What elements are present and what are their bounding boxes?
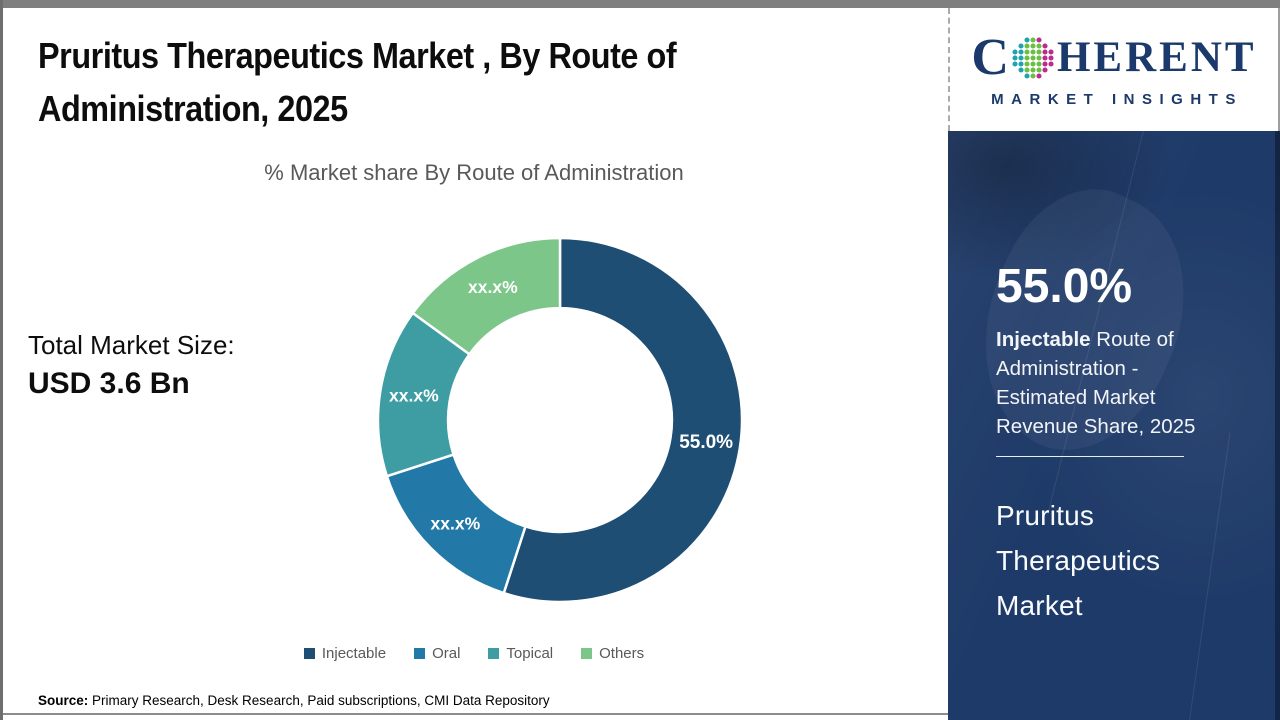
legend-swatch-injectable xyxy=(303,648,315,659)
globe-dot xyxy=(1036,48,1042,55)
highlight-panel: 55.0% Injectable Route of Administration… xyxy=(948,131,1280,720)
total-market-size: Total Market Size: USD 3.6 Bn xyxy=(28,326,235,404)
globe-dot xyxy=(1042,54,1048,61)
globe-dot xyxy=(1018,60,1024,67)
source-label: Source: xyxy=(38,693,89,708)
donut-slice-others xyxy=(411,236,562,356)
globe-dot xyxy=(1036,36,1042,43)
legend-item-topical: Topical xyxy=(488,645,553,662)
globe-dot xyxy=(1036,72,1042,79)
globe-dot xyxy=(1036,54,1042,61)
globe-dot xyxy=(1018,66,1024,73)
chart-subtitle: % Market share By Route of Administratio… xyxy=(264,160,684,185)
page-title: Pruritus Therapeutics Market , By Route … xyxy=(38,35,677,129)
left-border-bar xyxy=(0,0,3,720)
logo-tagline: MARKET INSIGHTS xyxy=(991,90,1243,108)
globe-dot xyxy=(1042,48,1048,55)
total-market-size-value: USD 3.6 Bn xyxy=(28,367,190,400)
globe-dot xyxy=(1048,48,1054,55)
globe-dot xyxy=(1030,42,1036,49)
globe-dot xyxy=(1030,36,1036,43)
logo-letter-c: C xyxy=(971,28,1009,86)
globe-dot xyxy=(1030,54,1036,61)
globe-dot xyxy=(1012,60,1018,67)
chart-legend: Injectable Oral Topical Others xyxy=(0,645,948,662)
legend-swatch-oral xyxy=(414,648,426,659)
top-border-bar xyxy=(0,0,1280,8)
coherent-logo: C HERENT MARKET INSIGHTS xyxy=(948,8,1280,131)
globe-dot xyxy=(1012,54,1018,61)
globe-dot xyxy=(1036,66,1042,73)
globe-dot xyxy=(1024,60,1030,67)
globe-dot xyxy=(1048,54,1054,61)
globe-dot xyxy=(1018,42,1024,49)
globe-dot xyxy=(1024,42,1030,49)
globe-dot xyxy=(1036,42,1042,49)
panel-divider-line xyxy=(996,456,1184,457)
globe-dot xyxy=(1042,60,1048,67)
highlight-stat-description: Injectable Route of Administration - Est… xyxy=(996,325,1211,441)
globe-dot xyxy=(1024,72,1030,79)
legend-swatch-topical xyxy=(488,648,500,659)
legend-label-others: Others xyxy=(599,645,645,662)
legend-swatch-others xyxy=(581,648,593,659)
donut-chart-svg: 55.0% xx.x% xx.x% xx.x% xyxy=(376,236,744,604)
globe-dot xyxy=(1030,66,1036,73)
globe-dot xyxy=(1012,48,1018,55)
slice-label-injectable: 55.0% xyxy=(679,432,733,453)
globe-dot xyxy=(1042,66,1048,73)
bottom-border-line xyxy=(3,713,948,715)
slice-label-oral: xx.x% xyxy=(431,513,481,533)
source-text: Primary Research, Desk Research, Paid su… xyxy=(88,693,550,708)
highlight-stat-value: 55.0% xyxy=(996,260,1133,313)
globe-dot xyxy=(1048,60,1054,67)
globe-dot xyxy=(1024,36,1030,43)
globe-dot xyxy=(1030,48,1036,55)
donut-chart: 55.0% xx.x% xx.x% xx.x% xyxy=(370,230,750,610)
globe-dot xyxy=(1024,48,1030,55)
logo-letters-herent: HERENT xyxy=(1056,34,1257,81)
globe-dot xyxy=(1024,66,1030,73)
legend-item-others: Others xyxy=(581,645,644,662)
highlight-stat-segment: Injectable xyxy=(996,328,1091,351)
panel-market-name: Pruritus Therapeutics Market xyxy=(996,500,1161,621)
source-note: Source: Primary Research, Desk Research,… xyxy=(38,693,550,708)
legend-label-topical: Topical xyxy=(506,645,554,662)
coherent-globe-icon xyxy=(1012,36,1054,79)
legend-label-oral: Oral xyxy=(432,645,461,662)
slice-label-topical: xx.x% xyxy=(389,385,439,405)
globe-dot xyxy=(1024,54,1030,61)
globe-dot xyxy=(1036,60,1042,67)
legend-item-oral: Oral xyxy=(414,645,460,662)
slice-label-others: xx.x% xyxy=(468,277,518,297)
logo-wordmark: C HERENT xyxy=(971,28,1257,86)
globe-dot xyxy=(1018,54,1024,61)
globe-dot xyxy=(1018,48,1024,55)
highlight-stat-text: Route of Administration - Estimated Mark… xyxy=(996,328,1196,438)
total-market-size-label: Total Market Size: xyxy=(28,330,235,360)
globe-dot xyxy=(1030,60,1036,67)
donut-slice-injectable xyxy=(502,236,744,604)
legend-label-injectable: Injectable xyxy=(321,645,387,662)
legend-item-injectable: Injectable xyxy=(303,645,387,662)
globe-dot xyxy=(1042,42,1048,49)
globe-dot xyxy=(1030,72,1036,79)
